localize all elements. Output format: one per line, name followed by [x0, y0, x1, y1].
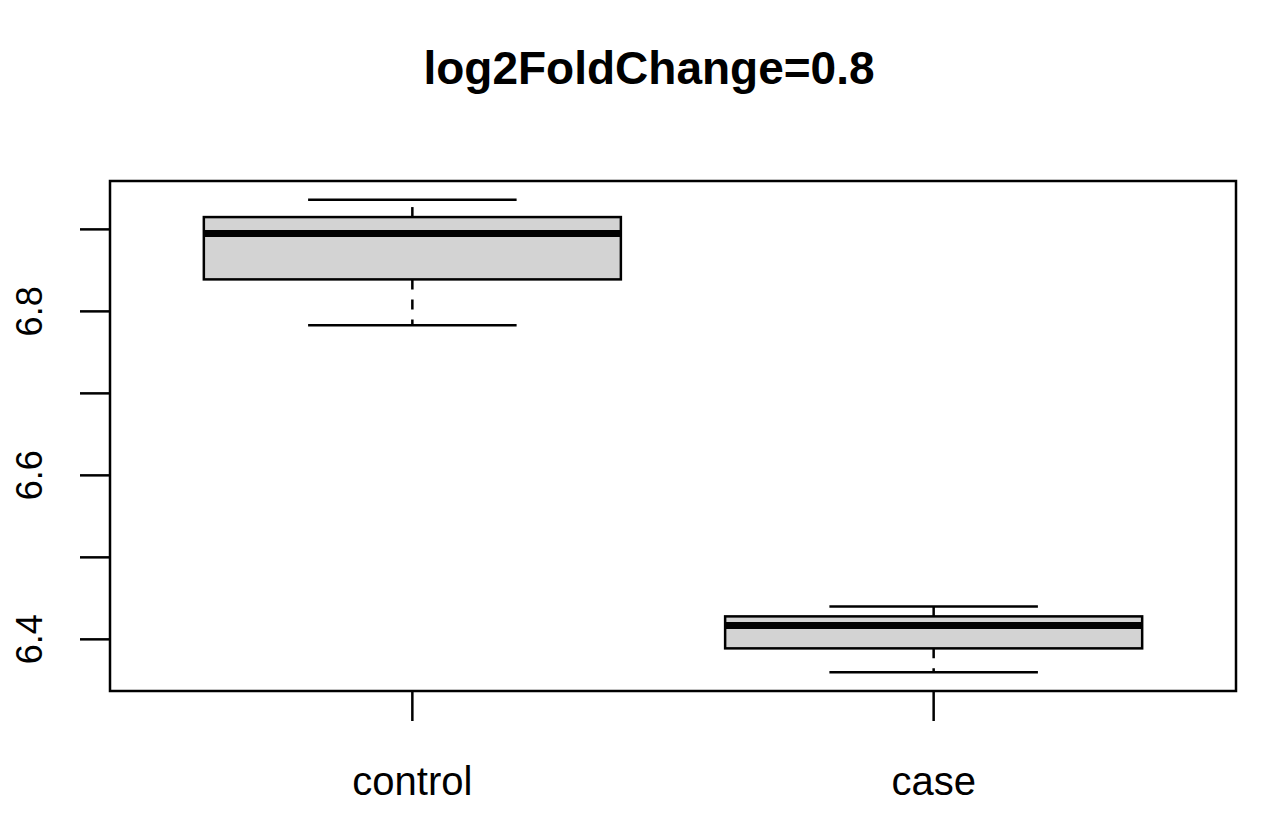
chart-root: 6.4 6.6 6.8 control case log2FoldChange=0.8 — [0, 0, 1262, 814]
y-tick — [80, 474, 110, 477]
median — [725, 622, 1142, 629]
lower-whisker — [932, 648, 935, 672]
y-tick-label: 6.6 — [9, 450, 50, 500]
y-tick — [80, 310, 110, 313]
boxes — [204, 200, 1142, 672]
x-tick — [932, 691, 935, 721]
y-tick — [80, 638, 110, 641]
upper-whisker — [932, 607, 935, 617]
x-tick — [411, 691, 414, 721]
median — [204, 230, 621, 237]
upper-whisker — [411, 200, 414, 217]
x-tick-label: control — [352, 759, 472, 803]
box — [204, 217, 621, 279]
y-tick — [80, 556, 110, 559]
box — [725, 616, 1142, 648]
y-tick-label: 6.4 — [9, 614, 50, 664]
title: log2FoldChange=0.8 — [423, 42, 874, 94]
upper-cap — [829, 605, 1038, 608]
lower-cap — [829, 671, 1038, 674]
x-tick-label: case — [891, 759, 976, 803]
background — [0, 0, 1262, 814]
lower-cap — [308, 324, 517, 327]
chart: 6.4 6.6 6.8 control case log2FoldChange=0.8 — [0, 0, 1262, 814]
y-tick-label: 6.8 — [9, 286, 50, 336]
y-tick — [80, 392, 110, 395]
lower-whisker — [411, 279, 414, 325]
plot-frame — [110, 181, 1236, 691]
upper-cap — [308, 199, 517, 202]
y-tick — [80, 228, 110, 231]
